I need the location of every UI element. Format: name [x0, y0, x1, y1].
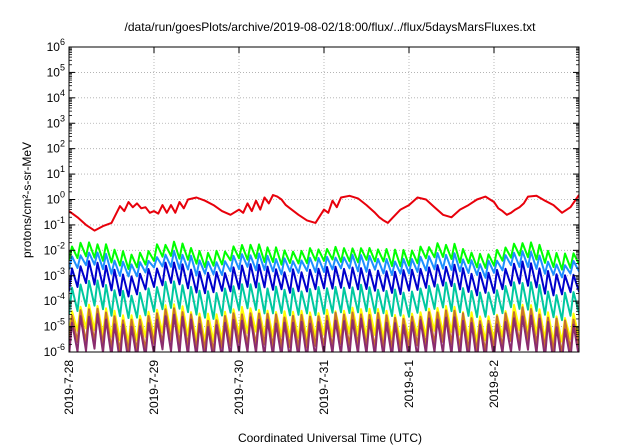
x-tick-label: 2019-7-29: [147, 360, 161, 415]
series-line-1: [69, 240, 579, 271]
chart-title: /data/run/goesPlots/archive/2019-08-02/1…: [125, 20, 537, 34]
series-group: [69, 194, 579, 352]
y-tick-label: 10-4: [44, 291, 65, 308]
x-tick-label: 2019-7-28: [62, 360, 76, 415]
series-line-2: [69, 250, 579, 279]
plot-frame: [68, 46, 580, 353]
y-tick-label: 105: [47, 62, 65, 79]
y-tick-label: 101: [47, 164, 65, 181]
series-line-4: [69, 279, 579, 322]
y-tick-label: 103: [47, 113, 65, 130]
grid: [69, 47, 579, 352]
x-tick-label: 2019-7-31: [317, 360, 331, 415]
series-line-0: [69, 194, 579, 232]
y-tick-label: 106: [47, 37, 65, 54]
y-tick-label: 10-1: [44, 215, 65, 232]
y-tick-label: 104: [47, 88, 65, 105]
y-tick-label: 102: [47, 139, 65, 156]
x-tick-label: 2019-8-1: [402, 360, 416, 408]
x-tick-label: 2019-8-2: [487, 360, 501, 408]
x-tick-label: 2019-7-30: [232, 360, 246, 415]
y-tick-label: 100: [47, 190, 65, 207]
x-axis-label: Coordinated Universal Time (UTC): [238, 431, 422, 445]
y-tick-label: 10-5: [44, 317, 65, 334]
axes: 10-6 10-5 10-4 10-3 10-2 10-1 100 101 102 103 104 1…: [44, 37, 580, 415]
y-tick-label: 10-3: [44, 266, 65, 283]
y-axis-label: protons/cm²-s-sr-MeV: [20, 142, 34, 258]
series-line-3: [69, 260, 579, 298]
y-tick-label: 10-6: [44, 342, 65, 359]
y-tick-label: 10-2: [44, 240, 65, 257]
